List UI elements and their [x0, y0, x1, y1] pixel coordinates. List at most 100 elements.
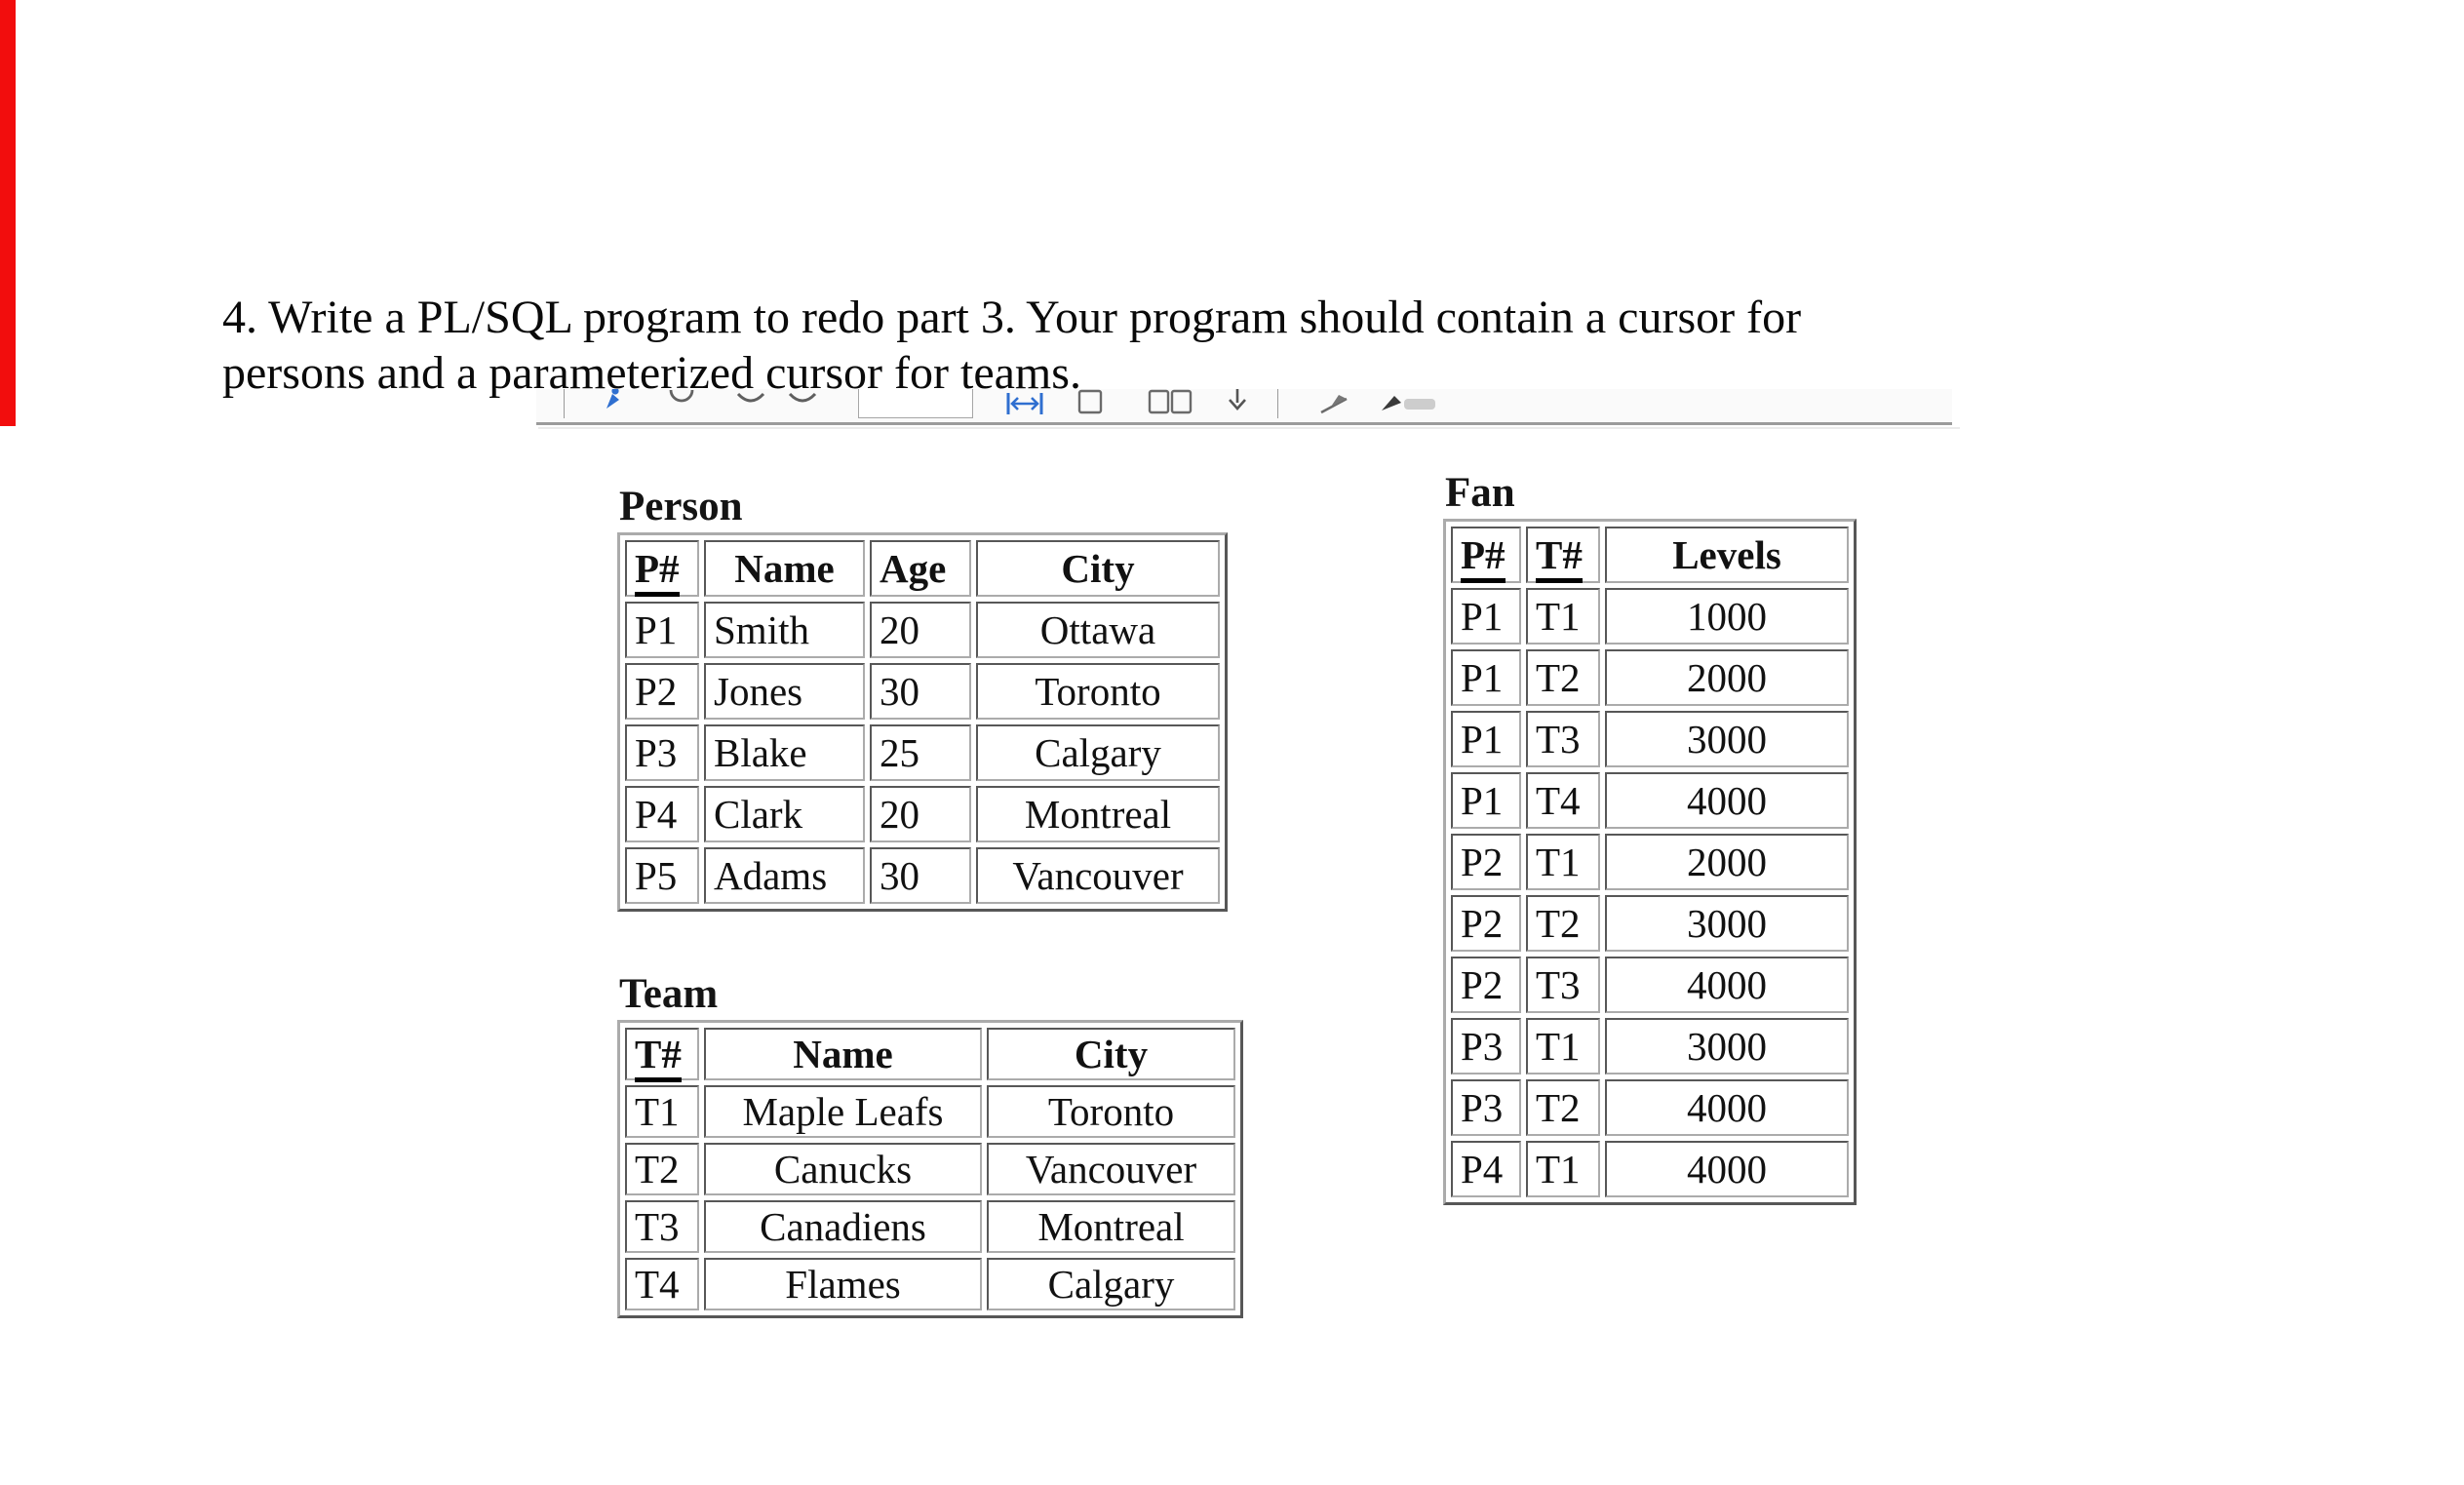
table-row: P2 Jones 30 Toronto: [625, 663, 1220, 720]
table-cell: 4000: [1605, 957, 1849, 1013]
table-row: P1 T4 4000: [1451, 772, 1849, 829]
table-cell: P2: [1451, 834, 1521, 890]
table-row: P3 T2 4000: [1451, 1079, 1849, 1136]
table-row: P2 T1 2000: [1451, 834, 1849, 890]
table-row: P2 T2 3000: [1451, 895, 1849, 952]
pin-icon[interactable]: [599, 389, 624, 410]
table-cell: Clark: [704, 786, 865, 842]
table-row: P4 T1 4000: [1451, 1141, 1849, 1197]
table-cell: 20: [870, 602, 971, 658]
table-cell: P1: [625, 602, 699, 658]
viewer-toolbar: [536, 389, 1952, 425]
person-table-block: Person P# Name Age City P1 Smith 20 Ottawa P2 Jon…: [617, 485, 1228, 912]
table-cell: P3: [1451, 1018, 1521, 1075]
table-cell: Canadiens: [704, 1200, 982, 1253]
table-row: P4 Clark 20 Montreal: [625, 786, 1220, 842]
table-row: P1 T2 2000: [1451, 649, 1849, 706]
table-cell: 3000: [1605, 711, 1849, 767]
toolbar-divider: [564, 389, 565, 418]
team-table-title: Team: [619, 971, 719, 1017]
column-header: Age: [870, 540, 971, 597]
table-cell: P4: [625, 786, 699, 842]
table-cell: Maple Leafs: [704, 1085, 982, 1138]
table-cell: T4: [625, 1258, 699, 1310]
table-cell: T3: [625, 1200, 699, 1253]
table-cell: P4: [1451, 1141, 1521, 1197]
fit-width-icon[interactable]: [1005, 393, 1044, 416]
table-cell: Flames: [704, 1258, 982, 1310]
refresh-icon[interactable]: [667, 389, 696, 410]
table-cell: T2: [1526, 895, 1600, 952]
table-cell: T1: [1526, 1018, 1600, 1075]
table-row: P3 Blake 25 Calgary: [625, 724, 1220, 781]
table-cell: T1: [1526, 834, 1600, 890]
table-cell: P2: [1451, 957, 1521, 1013]
table-cell: T4: [1526, 772, 1600, 829]
table-cell: Toronto: [987, 1085, 1235, 1138]
table-cell: Vancouver: [987, 1143, 1235, 1195]
table-cell: P2: [625, 663, 699, 720]
table-cell: Adams: [704, 847, 865, 904]
table-cell: 20: [870, 786, 971, 842]
column-header: Name: [704, 1028, 982, 1080]
table-row: T3 Canadiens Montreal: [625, 1200, 1235, 1253]
table-cell: T2: [625, 1143, 699, 1195]
table-row: P3 T1 3000: [1451, 1018, 1849, 1075]
primary-key-header: T#: [635, 1032, 682, 1082]
table-cell: T1: [1526, 588, 1600, 645]
chevron-down-icon[interactable]: [788, 391, 817, 409]
table-cell: 2000: [1605, 834, 1849, 890]
table-cell: Calgary: [987, 1258, 1235, 1310]
table-cell: P2: [1451, 895, 1521, 952]
table-cell: 4000: [1605, 772, 1849, 829]
header-row: P# T# Levels: [1451, 527, 1849, 583]
column-header: Name: [704, 540, 865, 597]
table-cell: T2: [1526, 649, 1600, 706]
red-margin-bar: [0, 0, 16, 426]
table-row: T1 Maple Leafs Toronto: [625, 1085, 1235, 1138]
column-header: T#: [1526, 527, 1600, 583]
two-page-view-icon[interactable]: [1147, 389, 1193, 414]
toolbar-divider: [1277, 389, 1278, 418]
column-header: T#: [625, 1028, 699, 1082]
table-row: P1 T3 3000: [1451, 711, 1849, 767]
table-cell: Vancouver: [976, 847, 1220, 904]
table-cell: T2: [1526, 1079, 1600, 1136]
team-table: T# Name City T1 Maple Leafs Toronto T2 Canucks V…: [617, 1020, 1243, 1318]
page-number-input[interactable]: [858, 389, 973, 418]
chevron-down-icon[interactable]: [736, 391, 765, 409]
fan-table: P# T# Levels P1 T1 1000 P1 T2 2000 P1 T3 3000 P1 T4 40…: [1443, 519, 1857, 1205]
table-cell: P1: [1451, 711, 1521, 767]
column-header: P#: [625, 540, 699, 597]
single-page-icon[interactable]: [1076, 389, 1105, 414]
pen-highlighter-icon[interactable]: [1379, 391, 1439, 414]
column-header: City: [987, 1028, 1235, 1080]
fan-table-block: Fan P# T# Levels P1 T1 1000 P1 T2 2000 P1 T3 3000 P1…: [1443, 471, 1857, 1205]
person-table: P# Name Age City P1 Smith 20 Ottawa P2 Jones 30 Tor…: [617, 532, 1228, 912]
table-cell: Ottawa: [976, 602, 1220, 658]
toolbar-shadow: [538, 427, 1960, 429]
table-cell: T3: [1526, 957, 1600, 1013]
arrow-down-icon[interactable]: [1225, 389, 1250, 414]
primary-key-header: T#: [1536, 532, 1583, 583]
fan-table-title: Fan: [1445, 470, 1515, 516]
table-cell: 3000: [1605, 1018, 1849, 1075]
flag-icon[interactable]: [1317, 391, 1354, 414]
table-row: T4 Flames Calgary: [625, 1258, 1235, 1310]
table-row: P5 Adams 30 Vancouver: [625, 847, 1220, 904]
table-cell: 30: [870, 847, 971, 904]
team-table-block: Team T# Name City T1 Maple Leafs Toronto T2 Can…: [617, 972, 1243, 1318]
column-header: City: [976, 540, 1220, 597]
header-row: P# Name Age City: [625, 540, 1220, 597]
table-cell: Smith: [704, 602, 865, 658]
column-header: P#: [1451, 527, 1521, 583]
table-cell: P1: [1451, 772, 1521, 829]
table-cell: 1000: [1605, 588, 1849, 645]
table-row: P2 T3 4000: [1451, 957, 1849, 1013]
table-cell: Canucks: [704, 1143, 982, 1195]
table-cell: 2000: [1605, 649, 1849, 706]
table-cell: P1: [1451, 588, 1521, 645]
table-cell: T1: [1526, 1141, 1600, 1197]
table-row: T2 Canucks Vancouver: [625, 1143, 1235, 1195]
table-cell: T1: [625, 1085, 699, 1138]
